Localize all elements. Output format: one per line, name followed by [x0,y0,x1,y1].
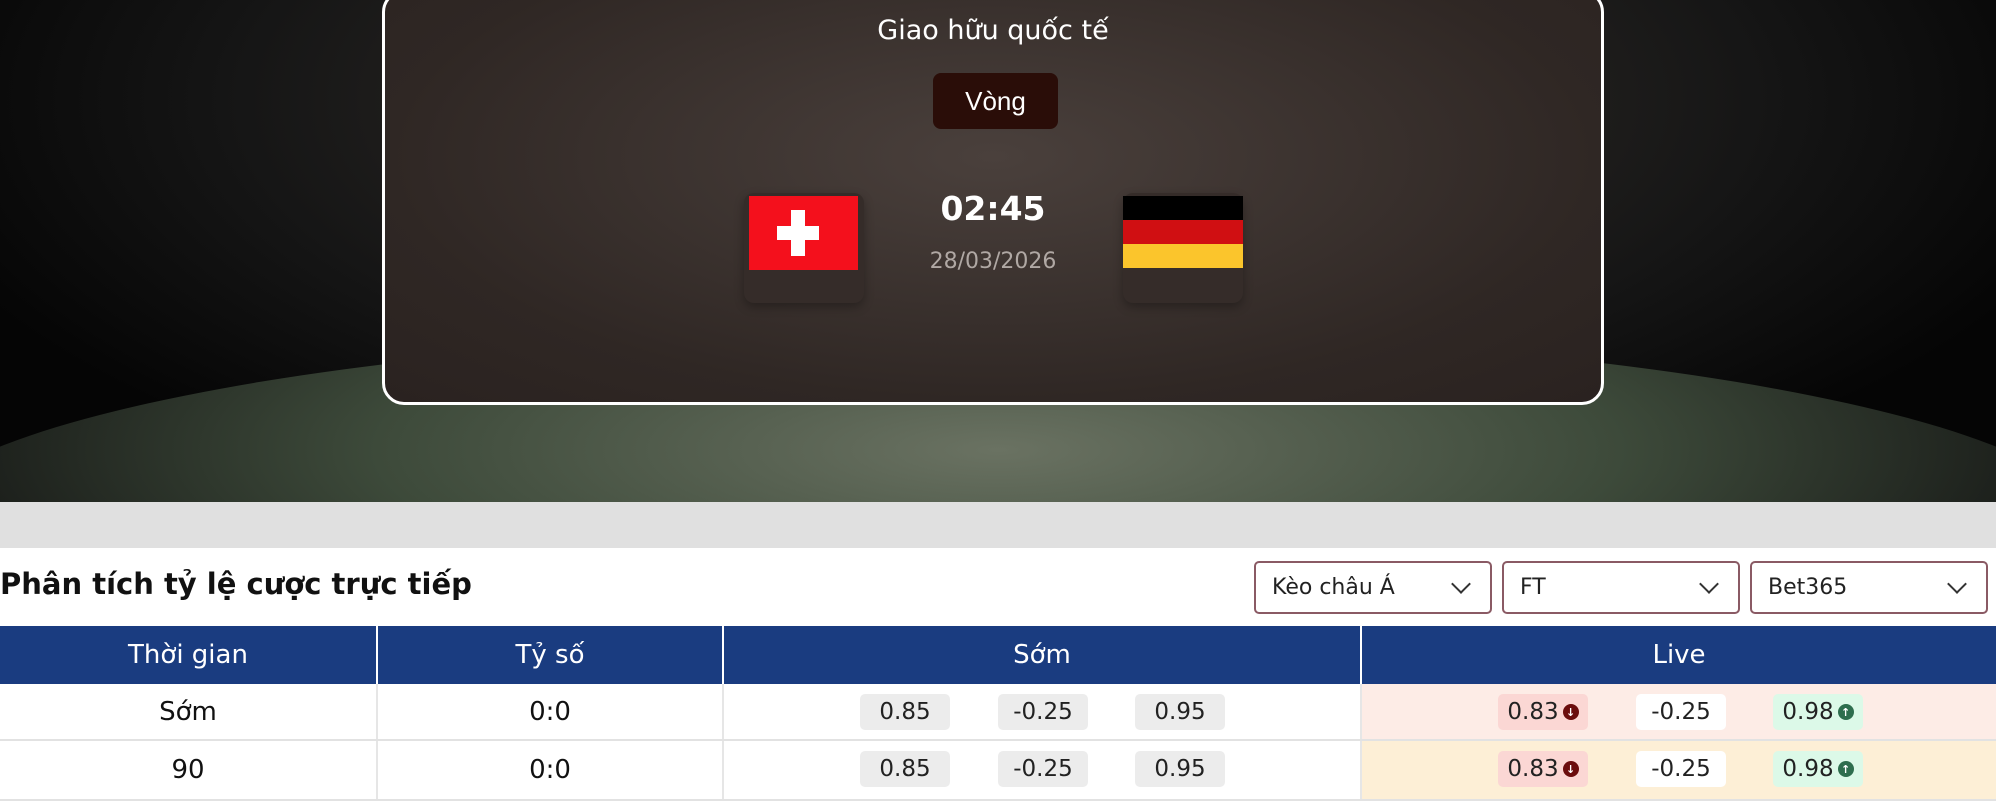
table-row: 90 0:0 0.85 -0.25 0.95 0.83 ↓ -0.25 0.98 ↑ [0,741,1996,801]
row-score: 0:0 [378,684,724,739]
column-header-time: Thời gian [0,626,378,684]
early-odd[interactable]: 0.95 [1135,694,1225,730]
live-odd[interactable]: 0.83 ↓ [1498,751,1588,787]
live-odd-value: -0.25 [1651,756,1711,782]
early-odd[interactable]: 0.95 [1135,751,1225,787]
period-dropdown[interactable]: FT [1502,561,1740,614]
column-header-live: Live [1652,640,1706,670]
live-odd[interactable]: 0.98 ↑ [1773,751,1863,787]
arrow-down-icon: ↓ [1562,761,1579,777]
match-card: Giao hữu quốc tế Vòng 02:45 28/03/2026 [382,0,1604,405]
early-odd[interactable]: 0.85 [860,751,950,787]
early-odd[interactable]: -0.25 [998,694,1088,730]
match-date: 28/03/2026 [929,249,1057,274]
live-odd[interactable]: -0.25 [1636,694,1726,730]
row-score: 0:0 [378,741,724,799]
market-type-dropdown[interactable]: Kèo châu Á [1254,561,1492,614]
germany-flag-icon [1123,196,1243,268]
column-header-score: Tỷ số [378,626,724,684]
arrow-up-icon: ↑ [1837,761,1854,777]
home-team-flag[interactable] [744,193,864,303]
live-odd-value: 0.98 [1782,699,1834,725]
live-odd[interactable]: 0.98 ↑ [1773,694,1863,730]
arrow-up-icon: ↑ [1837,704,1854,720]
early-odds-cell [724,741,1362,799]
row-time: 90 [0,741,378,799]
section-divider [0,502,1996,548]
chevron-down-icon [1451,573,1471,594]
round-button[interactable]: Vòng [933,73,1058,129]
live-odd[interactable]: 0.83 ↓ [1498,694,1588,730]
live-odd[interactable]: -0.25 [1636,751,1726,787]
odds-section-title: Phân tích tỷ lệ cược trực tiếp [0,567,472,601]
dropdown-value: Bet365 [1768,575,1848,600]
dropdown-value: Kèo châu Á [1272,575,1395,600]
live-odd-value: 0.83 [1507,699,1559,725]
match-hero: Giao hữu quốc tế Vòng 02:45 28/03/2026 [0,0,1996,502]
early-odds-cell [724,684,1362,739]
table-row: Sớm 0:0 0.85 -0.25 0.95 0.83 ↓ -0.25 0.98 ↑ [0,684,1996,741]
competition-name: Giao hữu quốc tế [877,15,1109,46]
row-time: Sớm [0,684,378,739]
live-odd-value: 0.98 [1782,756,1834,782]
early-odd[interactable]: 0.85 [860,694,950,730]
live-odd-value: -0.25 [1651,699,1711,725]
match-time: 02:45 [940,189,1046,228]
bookmaker-dropdown[interactable]: Bet365 [1750,561,1988,614]
early-odd[interactable]: -0.25 [998,751,1088,787]
chevron-down-icon [1699,573,1719,594]
away-team-flag[interactable] [1123,193,1243,303]
arrow-down-icon: ↓ [1562,704,1579,720]
odds-table-header: Thời gian Tỷ số Sớm Live [0,626,1996,684]
switzerland-flag-icon [749,196,858,270]
chevron-down-icon [1947,573,1967,594]
live-odd-value: 0.83 [1507,756,1559,782]
column-header-early: Sớm [724,626,1362,684]
dropdown-value: FT [1520,575,1546,600]
